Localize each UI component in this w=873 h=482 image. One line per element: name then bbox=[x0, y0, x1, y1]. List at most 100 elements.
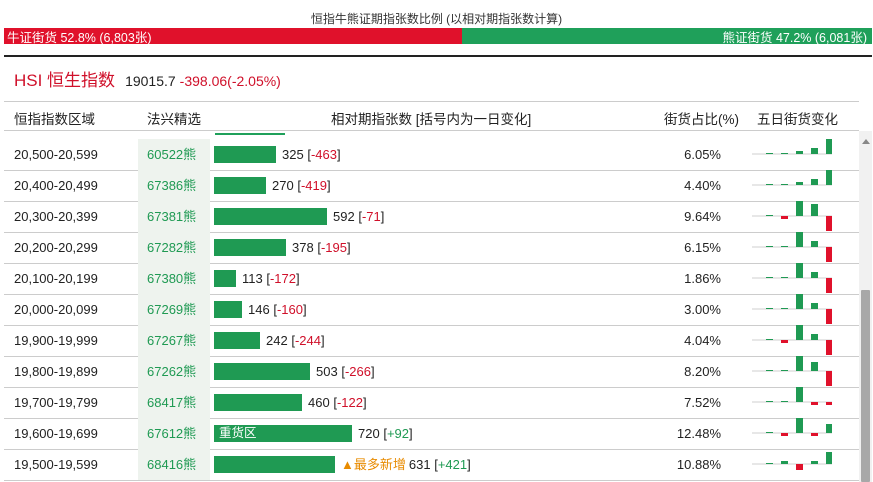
five-day-chart bbox=[752, 356, 832, 386]
range-cell: 19,500-19,599 bbox=[14, 457, 98, 472]
five-day-bar bbox=[826, 139, 832, 154]
warrant-code-link[interactable]: 67386熊 bbox=[138, 170, 210, 201]
index-quote: HSI 恒生指数 19015.7 -398.06(-2.05%) bbox=[14, 66, 281, 90]
five-day-bar bbox=[766, 339, 773, 340]
table-row[interactable]: 19,700-19,799 68417熊 460 [-122] 7.52% bbox=[4, 387, 859, 419]
scroll-up-arrow-icon[interactable] bbox=[862, 139, 870, 144]
range-cell: 20,300-20,399 bbox=[14, 209, 98, 224]
share-cell: 6.15% bbox=[684, 240, 721, 255]
five-day-chart bbox=[752, 325, 832, 355]
contracts-value: 242 bbox=[266, 333, 288, 348]
contracts-change: +92 bbox=[386, 426, 409, 441]
table-row[interactable]: 19,600-19,699 67612熊 重货区 720 [+92] 12.48% bbox=[4, 418, 859, 450]
five-day-bar bbox=[766, 184, 773, 185]
range-cell: 19,600-19,699 bbox=[14, 426, 98, 441]
five-day-bar bbox=[766, 432, 773, 433]
table-row[interactable]: 19,800-19,899 67262熊 503 [-266] 8.20% bbox=[4, 356, 859, 388]
five-day-chart bbox=[752, 232, 832, 262]
table-row[interactable]: 20,100-20,199 67380熊 113 [-172] 1.86% bbox=[4, 263, 859, 295]
warrant-code-link[interactable]: 68416熊 bbox=[138, 449, 210, 480]
warrant-code-link[interactable]: 60522熊 bbox=[138, 139, 210, 170]
contracts-change: -266 bbox=[344, 364, 371, 379]
warrant-code-link[interactable]: 67282熊 bbox=[138, 232, 210, 263]
contracts-value: 113 bbox=[242, 271, 263, 286]
table-row[interactable]: 20,500-20,599 60522熊 325 [-463] 6.05% bbox=[4, 139, 859, 171]
five-day-bar bbox=[796, 294, 803, 309]
five-day-bar bbox=[826, 402, 832, 405]
warrant-code-link[interactable]: 67269熊 bbox=[138, 294, 210, 325]
five-day-bar bbox=[766, 246, 773, 247]
five-day-bar bbox=[766, 215, 773, 216]
partial-row-bar bbox=[215, 133, 285, 135]
table-row[interactable]: 20,400-20,499 67386熊 270 [-419] 4.40% bbox=[4, 170, 859, 202]
five-day-bar bbox=[766, 153, 773, 154]
five-day-bar bbox=[781, 433, 788, 436]
most-added-tag: ▲最多新增 bbox=[341, 457, 406, 472]
five-day-bar bbox=[796, 151, 803, 154]
range-cell: 19,700-19,799 bbox=[14, 395, 98, 410]
contracts-cell: 592 [-71] bbox=[214, 201, 644, 232]
contracts-change: -195 bbox=[320, 240, 347, 255]
contracts-text: 460 [-122] bbox=[308, 395, 367, 410]
table-row[interactable]: 20,200-20,299 67282熊 378 [-195] 6.15% bbox=[4, 232, 859, 264]
bull-label: 牛证街货 52.8% (6,803张) bbox=[7, 30, 152, 45]
contracts-cell: 270 [-419] bbox=[214, 170, 644, 201]
five-day-bar bbox=[781, 246, 788, 247]
bull-bear-ratio-bar: 牛证街货 52.8% (6,803张) 熊证街货 47.2% (6,081张) bbox=[4, 28, 872, 45]
col-contracts-header: 相对期指张数 [括号内为一日变化] bbox=[331, 112, 532, 127]
bear-segment: 熊证街货 47.2% (6,081张) bbox=[462, 28, 872, 45]
five-day-bar bbox=[811, 402, 818, 405]
five-day-bar bbox=[781, 370, 788, 371]
five-day-bar bbox=[811, 334, 818, 340]
table-row[interactable]: 19,500-19,599 68416熊 ▲最多新增 631 [+421] 10.88% bbox=[4, 449, 859, 481]
contracts-value: 631 bbox=[408, 457, 431, 472]
contracts-cell: 113 [-172] bbox=[214, 263, 644, 294]
five-day-bar bbox=[766, 308, 773, 309]
table-row[interactable]: 19,900-19,999 67267熊 242 [-244] 4.04% bbox=[4, 325, 859, 357]
warrant-code-link[interactable]: 67262熊 bbox=[138, 356, 210, 387]
five-day-bar bbox=[796, 356, 803, 371]
five-day-bar bbox=[781, 401, 788, 402]
contracts-text: 242 [-244] bbox=[266, 333, 325, 348]
table-row[interactable]: 20,300-20,399 67381熊 592 [-71] 9.64% bbox=[4, 201, 859, 233]
contracts-cell: 重货区 720 [+92] bbox=[214, 418, 644, 449]
five-day-chart bbox=[752, 452, 832, 470]
contracts-bar bbox=[214, 456, 335, 473]
contracts-change: -160 bbox=[276, 302, 303, 317]
contracts-bar bbox=[214, 394, 302, 411]
five-day-bar bbox=[796, 232, 803, 247]
contracts-change: -463 bbox=[310, 147, 337, 162]
contracts-bar bbox=[214, 208, 327, 225]
warrant-code-link[interactable]: 67380熊 bbox=[138, 263, 210, 294]
five-day-bar bbox=[811, 204, 818, 216]
five-day-bar bbox=[796, 201, 803, 216]
range-cell: 19,900-19,999 bbox=[14, 333, 98, 348]
index-value: 19015.7 bbox=[125, 73, 176, 89]
warrant-code-link[interactable]: 67612熊 bbox=[138, 418, 210, 449]
share-cell: 1.86% bbox=[684, 271, 721, 286]
contracts-cell: 378 [-195] bbox=[214, 232, 644, 263]
share-cell: 9.64% bbox=[684, 209, 721, 224]
share-cell: 7.52% bbox=[684, 395, 721, 410]
contracts-text: 113 [-172] bbox=[242, 271, 300, 286]
five-day-bar bbox=[826, 340, 832, 355]
five-day-chart bbox=[752, 263, 832, 293]
scrollbar-thumb[interactable] bbox=[861, 290, 870, 482]
index-name[interactable]: HSI 恒生指数 bbox=[14, 71, 116, 90]
five-day-bar bbox=[796, 325, 803, 340]
warrant-code-link[interactable]: 67267熊 bbox=[138, 325, 210, 356]
contracts-value: 592 bbox=[333, 209, 355, 224]
table-row[interactable]: 20,000-20,099 67269熊 146 [-160] 3.00% bbox=[4, 294, 859, 326]
contracts-value: 378 bbox=[292, 240, 314, 255]
contracts-bar: 重货区 bbox=[214, 425, 352, 442]
col-five-day-header: 五日街货变化 bbox=[757, 112, 838, 127]
warrant-code-link[interactable]: 67381熊 bbox=[138, 201, 210, 232]
share-cell: 8.20% bbox=[684, 364, 721, 379]
five-day-chart bbox=[752, 294, 832, 324]
five-day-bar bbox=[811, 241, 818, 247]
five-day-bar bbox=[811, 461, 818, 464]
range-cell: 19,800-19,899 bbox=[14, 364, 98, 379]
five-day-bar bbox=[796, 387, 803, 402]
warrant-code-link[interactable]: 68417熊 bbox=[138, 387, 210, 418]
contracts-value: 460 bbox=[308, 395, 330, 410]
